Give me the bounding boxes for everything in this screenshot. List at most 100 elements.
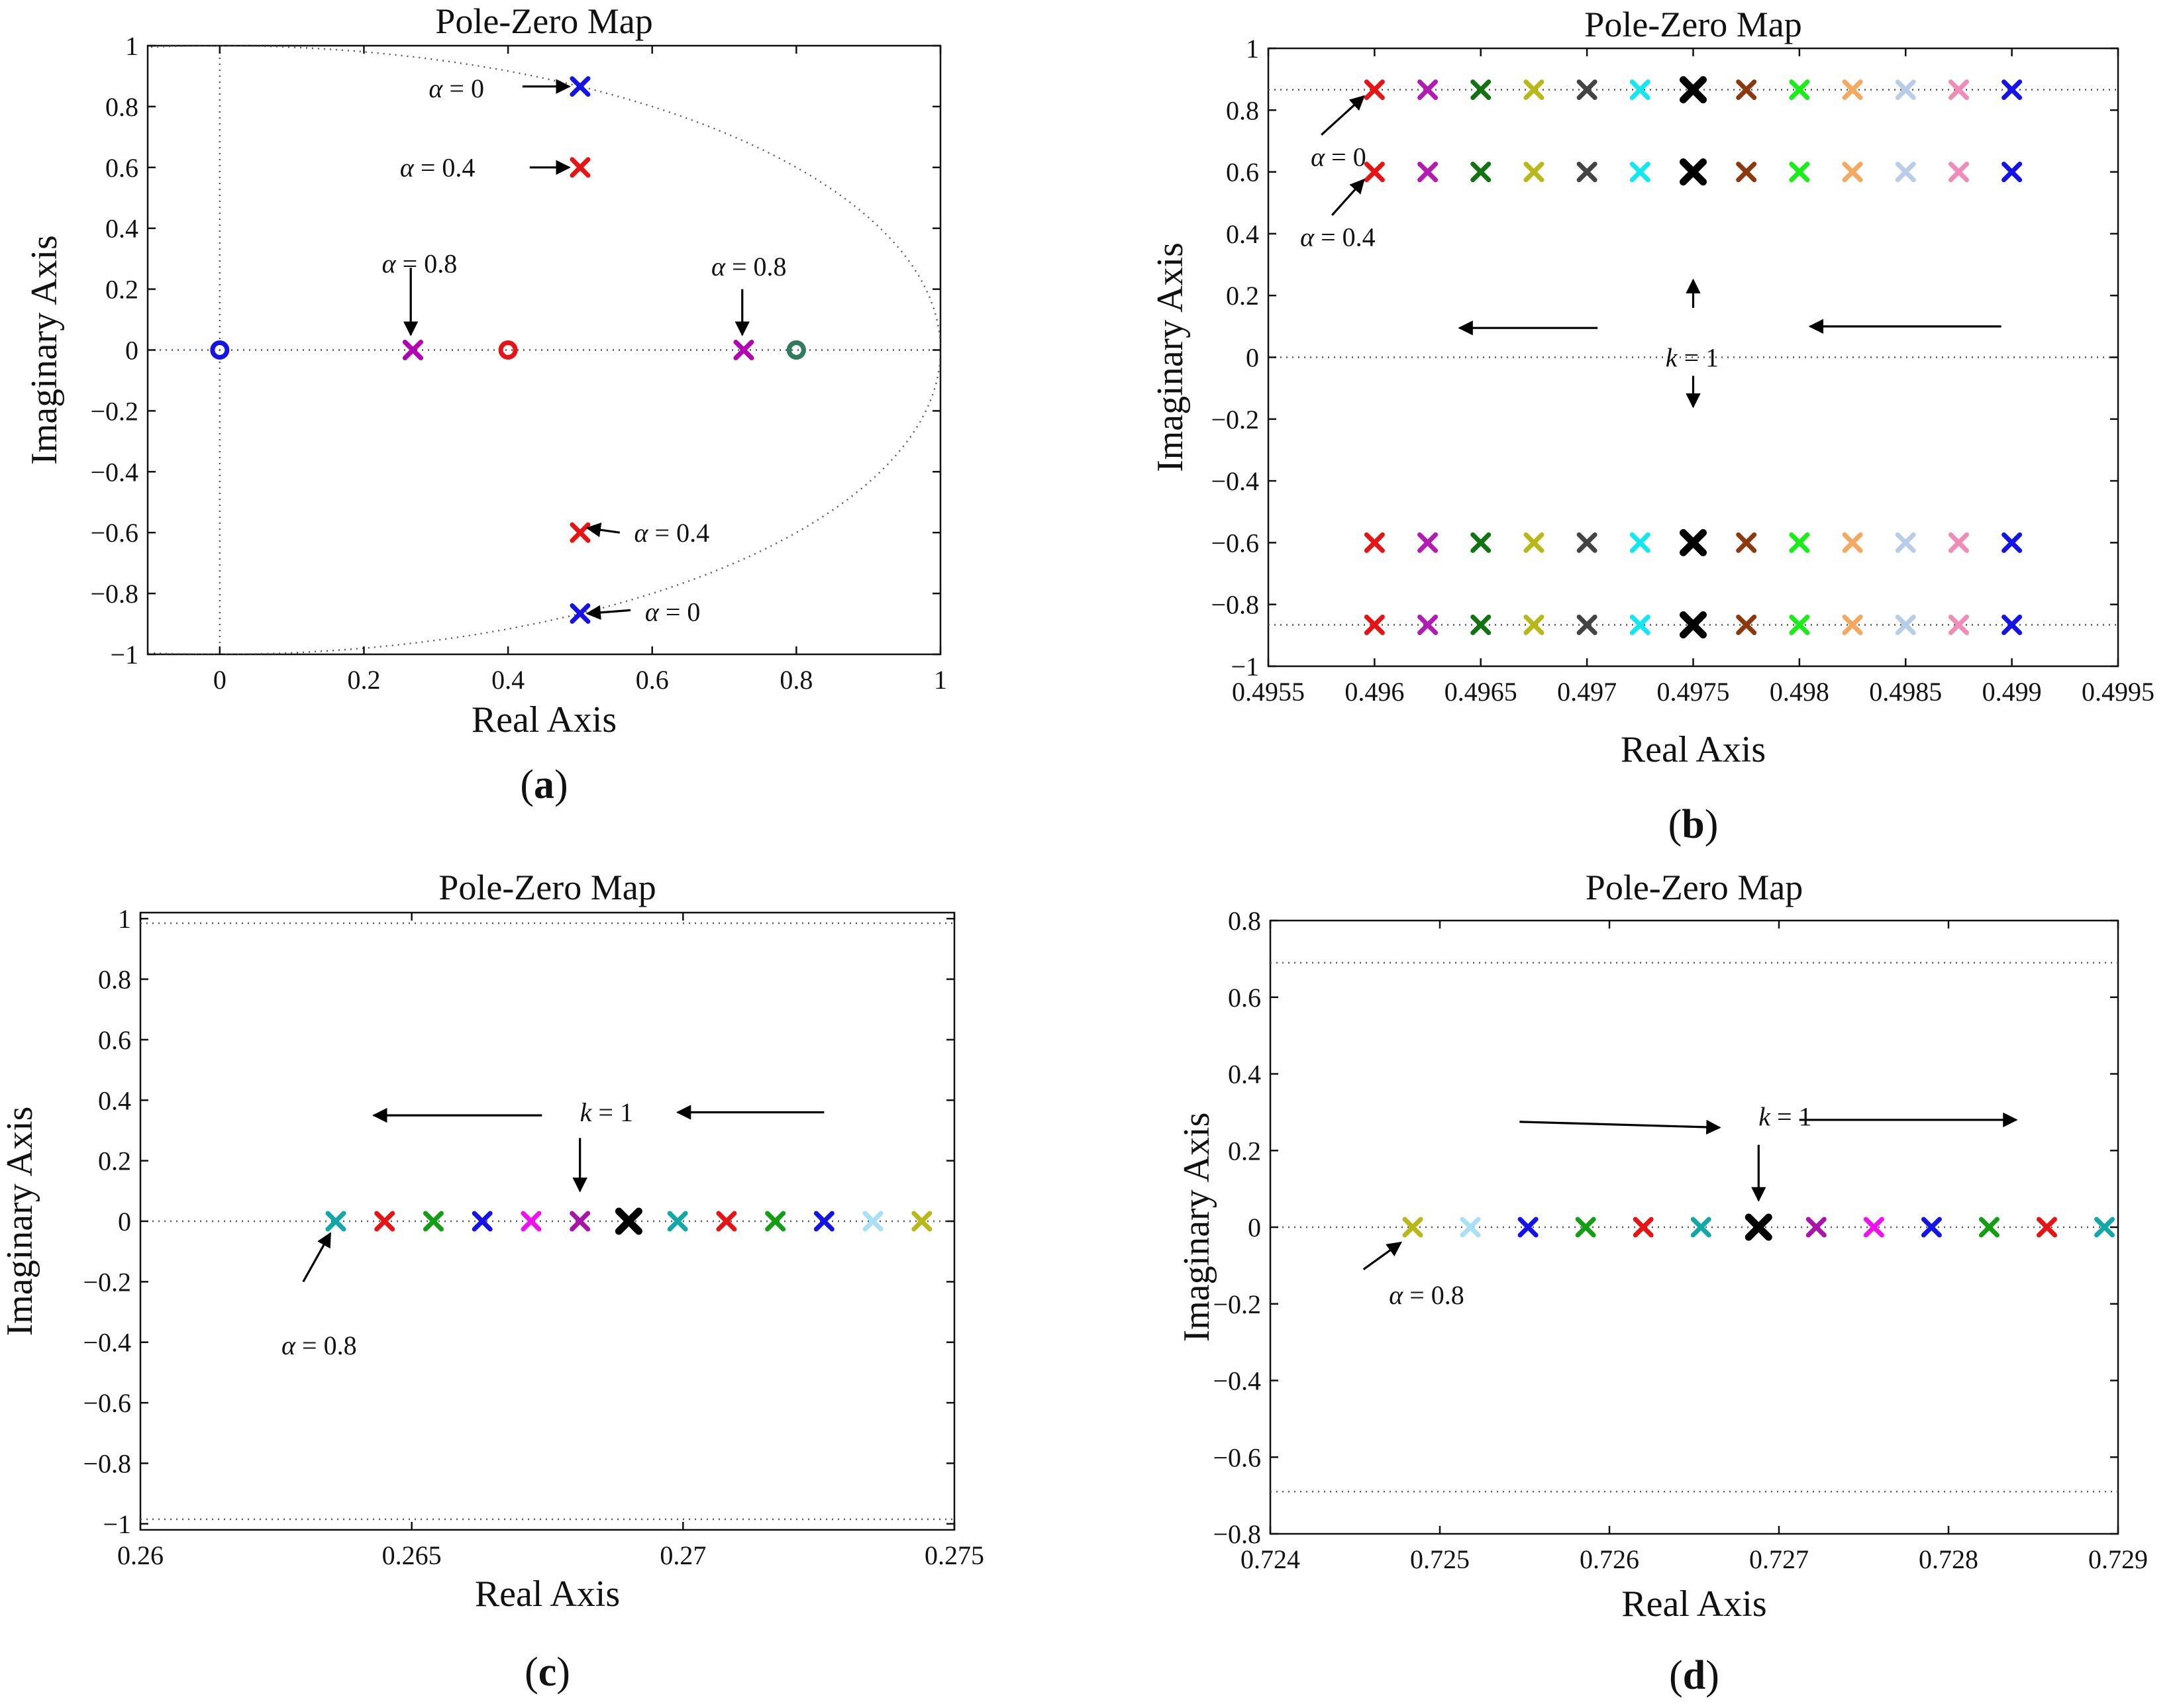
x-tick-label: 0.4965 — [1444, 677, 1517, 707]
y-tick-label: 0.4 — [98, 1085, 131, 1115]
pole-marker — [1680, 158, 1707, 186]
y-axis-label: Imaginary Axis — [24, 235, 65, 465]
x-tick-label: 0.6 — [636, 665, 669, 695]
pole-marker — [1470, 532, 1492, 553]
y-tick-label: −0.2 — [1213, 1289, 1261, 1319]
pole-marker — [1789, 79, 1810, 101]
pole-marker — [1948, 614, 1969, 635]
y-axis-label: Imaginary Axis — [0, 1107, 40, 1336]
zero-marker — [210, 340, 230, 360]
pole-marker — [1417, 614, 1439, 635]
y-tick-label: −1 — [1231, 652, 1259, 681]
x-tick-label: 0.4955 — [1232, 677, 1305, 707]
y-tick-label: −1 — [103, 1509, 131, 1539]
pole-marker — [1680, 528, 1707, 556]
y-tick-label: 0.4 — [1228, 1060, 1261, 1089]
pole-marker — [1633, 1217, 1654, 1238]
pole-marker — [2094, 1217, 2115, 1238]
panel-c: Pole-Zero Map 0.26 0.265 0.27 0.27510.80.60… — [0, 868, 984, 1695]
annotation-label: α = 0.8 — [281, 1331, 357, 1360]
annotation-label: α = 0 — [1311, 142, 1366, 172]
pole-marker — [1789, 614, 1810, 635]
y-tick-label: −0.4 — [83, 1328, 131, 1358]
y-tick-label: −0.8 — [83, 1448, 131, 1478]
pole-marker — [1364, 79, 1385, 101]
x-tick-label: 0.4995 — [2082, 677, 2154, 707]
plot-area: 0.26 0.265 0.27 0.275 1 0.8 0.6 0.4 0.2 0 −0.2 −0.4… — [83, 904, 984, 1570]
pole-marker — [1517, 1217, 1539, 1238]
pole-marker — [2036, 1217, 2057, 1238]
x-tick-label: 0.728 — [1919, 1544, 1978, 1574]
pole-marker — [1417, 532, 1439, 553]
y-tick-label: 0.2 — [1228, 1136, 1261, 1166]
zero-marker — [786, 340, 806, 360]
pole-marker — [1680, 611, 1707, 638]
pole-marker — [1978, 1217, 2000, 1238]
y-tick-label: 0.6 — [105, 153, 138, 183]
x-tick-label: 0.499 — [1982, 677, 2042, 707]
y-tick-label: −0.2 — [83, 1267, 131, 1297]
pole-marker — [1629, 79, 1650, 101]
annotation-label: α = 0.4 — [634, 518, 710, 548]
pole-marker — [2001, 532, 2023, 553]
y-tick-label: −0.6 — [83, 1388, 131, 1418]
pole-marker — [1895, 162, 1916, 183]
x-tick-label: 0.498 — [1770, 677, 1829, 707]
y-tick-label: −0.6 — [1211, 528, 1259, 558]
chart-title: Pole-Zero Map — [1586, 868, 1803, 907]
pole-marker — [374, 1211, 395, 1232]
pole-marker — [1576, 162, 1597, 183]
pole-marker — [1576, 614, 1597, 635]
pole-marker — [615, 1207, 642, 1235]
pole-marker — [1364, 162, 1385, 183]
panel-label: (d) — [1669, 1653, 1719, 1698]
y-tick-label: 0.8 — [1226, 95, 1259, 125]
annotation-label: α = 0 — [645, 597, 701, 627]
pole-marker — [1364, 532, 1385, 553]
y-tick-label: 0 — [1246, 343, 1259, 373]
x-tick-label: 0.8 — [780, 665, 813, 695]
y-tick-label: 0 — [1248, 1213, 1261, 1242]
y-tick-label: 0.6 — [98, 1025, 131, 1055]
x-tick-label: 0.497 — [1557, 677, 1617, 707]
y-tick-label: −0.4 — [1213, 1366, 1261, 1396]
plot-content — [1268, 76, 2118, 638]
y-tick-label: −0.6 — [1213, 1442, 1261, 1472]
chart-title: Pole-Zero Map — [438, 868, 656, 907]
annotation-label: k = 1 — [1758, 1102, 1811, 1132]
plot-content — [1270, 962, 2118, 1493]
plot-content — [148, 46, 940, 654]
pole-marker — [1629, 614, 1650, 635]
chart-title: Pole-Zero Map — [1584, 5, 1801, 44]
x-tick-label: 0 — [213, 665, 227, 695]
x-tick-label: 0.726 — [1580, 1544, 1639, 1574]
pole-marker — [570, 1211, 591, 1232]
pole-marker — [1680, 76, 1707, 104]
pole-marker — [765, 1211, 786, 1232]
pole-marker — [570, 603, 591, 624]
pole-marker — [1921, 1217, 1942, 1238]
annotation-label: α = 0.8 — [1389, 1280, 1464, 1310]
pole-marker — [1417, 79, 1439, 101]
y-tick-label: 0.2 — [1226, 281, 1259, 311]
pole-marker — [1629, 532, 1650, 553]
pole-marker — [2001, 162, 2023, 183]
x-tick-label: 0.4975 — [1657, 677, 1730, 707]
y-tick-label: 1 — [118, 904, 131, 934]
y-tick-label: −0.4 — [90, 457, 138, 487]
annotation-arrow — [585, 605, 631, 621]
zero-marker — [498, 340, 518, 360]
annotation-label: α = 0.4 — [400, 153, 476, 183]
panel-label: (b) — [1668, 802, 1719, 847]
x-tick-label: 0.26 — [117, 1540, 164, 1570]
x-tick-label: 0.2 — [347, 665, 380, 695]
pole-marker — [1745, 1213, 1772, 1241]
annotation-arrow — [1362, 1241, 1402, 1270]
pole-marker — [1805, 1217, 1827, 1238]
annotation-label: k = 1 — [580, 1097, 633, 1127]
x-tick-label: 0.27 — [660, 1540, 706, 1570]
y-tick-label: 0.6 — [1228, 983, 1261, 1013]
x-tick-label: 0.4 — [491, 665, 525, 695]
pole-marker — [716, 1211, 737, 1232]
pole-marker — [423, 1211, 444, 1232]
